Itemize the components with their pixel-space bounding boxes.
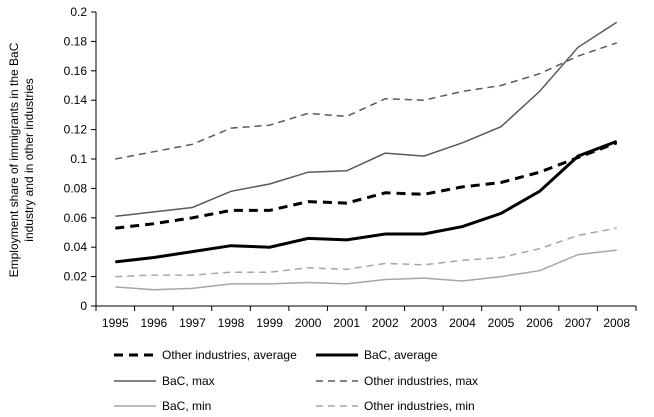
x-tick-label: 2005 — [488, 316, 515, 330]
x-tick-label: 2008 — [603, 316, 630, 330]
legend-label-0: Other industries, average — [162, 348, 297, 362]
y-tick-label: 0.02 — [64, 270, 88, 284]
y-tick-label: 0.18 — [64, 34, 88, 48]
legend-label-1: BaC, average — [364, 348, 438, 362]
legend-label-4: BaC, min — [162, 399, 211, 413]
y-tick-label: 0 — [80, 299, 87, 313]
x-tick-label: 2000 — [295, 316, 322, 330]
x-tick-label: 1995 — [102, 316, 129, 330]
x-tick-label: 1998 — [218, 316, 245, 330]
y-axis-title: Employment share of immigrants in the Ba… — [7, 42, 36, 277]
x-tick-label: 2004 — [449, 316, 476, 330]
x-tick-label: 1997 — [179, 316, 206, 330]
y-tick-label: 0.12 — [64, 123, 88, 137]
legend: Other industries, average BaC, average BaC… — [114, 348, 478, 413]
x-tick-label: 2001 — [333, 316, 360, 330]
series-line-2 — [115, 21, 618, 218]
y-axis-title-line-2: industry and in other industries — [22, 78, 36, 241]
y-tick-label: 0.14 — [64, 93, 88, 107]
x-tick-label: 2002 — [372, 316, 399, 330]
y-axis-title-line-1: Employment share of immigrants in the Ba… — [7, 42, 21, 277]
series-line-4 — [115, 249, 617, 291]
x-tick-label: 2006 — [526, 316, 553, 330]
y-tick-label: 0.16 — [64, 64, 88, 78]
series-line-0 — [115, 141, 618, 230]
legend-label-3: Other industries, max — [364, 374, 478, 388]
x-tick-label: 2003 — [411, 316, 438, 330]
series-line-1 — [115, 139, 618, 264]
series-line-3 — [115, 42, 617, 160]
x-tick-label: 1999 — [256, 316, 283, 330]
x-tick-label: 2007 — [565, 316, 592, 330]
plot-area: 0 0.02 0.04 0.06 0.08 0.1 0.12 0.14 0.16 0.18 0.2 1… — [64, 5, 637, 330]
y-tick-label: 0.1 — [70, 152, 87, 166]
x-tick-label: 1996 — [141, 316, 168, 330]
y-tick-label: 0.08 — [64, 181, 88, 195]
y-tick-label: 0.06 — [64, 211, 88, 225]
legend-label-2: BaC, max — [162, 374, 215, 388]
y-tick-label: 0.2 — [70, 5, 87, 19]
legend-label-5: Other industries, min — [364, 399, 475, 413]
y-tick-label: 0.04 — [64, 240, 88, 254]
